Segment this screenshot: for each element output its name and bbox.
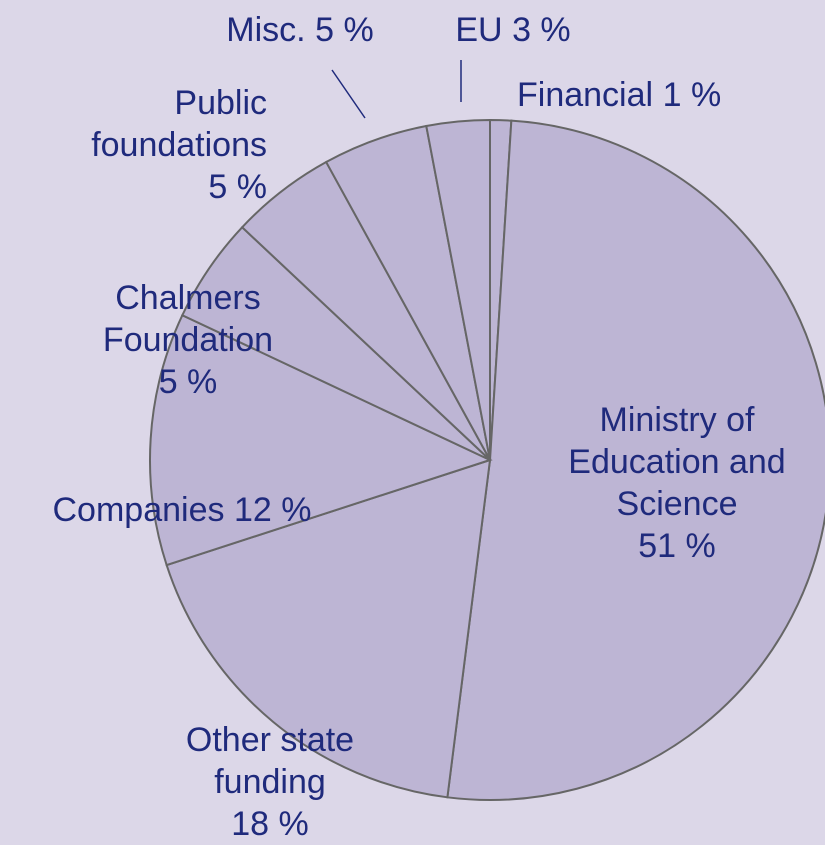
pie [149,118,825,801]
slice-label: EU 3 % [413,9,613,51]
pie-slice [165,458,492,799]
value-label: 5 % [315,11,374,49]
leader-line [331,69,366,119]
category-label: Other state funding [185,721,355,801]
pie-slice [425,118,491,461]
value-label: 3 % [512,11,571,49]
value-label: 5 % [208,168,267,206]
category-label: Companies [52,491,225,529]
category-label: Public foundations [91,84,267,164]
pie-slice [149,313,493,567]
value-label: 18 % [231,805,309,843]
slice-label: Companies 12 % [12,489,352,531]
value-label: 12 % [234,491,312,529]
category-label: Financial [517,76,654,114]
value-label: 5 % [158,363,218,401]
slice-label: Misc. 5 % [190,9,410,51]
category-label: Ministry of Education and Science [568,401,786,523]
category-label: Misc. [226,11,306,49]
pie-slice [446,119,825,801]
value-label: 1 % [662,76,722,114]
slice-label: Other state funding 18 % [160,719,380,845]
slice-label: Ministry of Education and Science 51 % [552,399,802,567]
slice-label: Chalmers Foundation 5 % [78,277,298,403]
slice-label: Public foundations 5 % [37,82,267,208]
category-label: EU [455,11,503,49]
value-label: 51 % [638,527,716,565]
slice-label: Financial 1 % [517,74,817,116]
category-label: Chalmers Foundation [102,279,274,359]
